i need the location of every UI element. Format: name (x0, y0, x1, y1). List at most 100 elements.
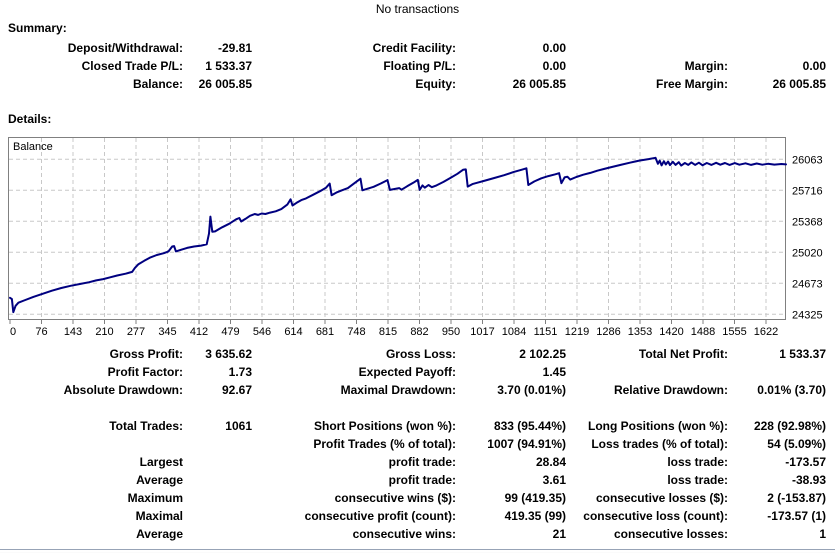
stat-label: Total Trades: (109, 419, 183, 433)
svg-text:345: 345 (158, 326, 176, 338)
stat-label: Expected Payoff: (358, 365, 456, 379)
stat-label: consecutive wins: (352, 527, 456, 541)
svg-text:210: 210 (95, 326, 113, 338)
svg-text:1353: 1353 (628, 326, 652, 338)
svg-text:26063: 26063 (792, 154, 823, 166)
stat-label: Maximal Drawdown: (340, 383, 456, 397)
stat-label: Margin: (684, 59, 728, 73)
stat-value: 1061 (225, 419, 252, 433)
svg-text:681: 681 (316, 326, 334, 338)
page-title: No transactions (375, 2, 460, 16)
svg-text:1286: 1286 (596, 326, 620, 338)
stat-value: 0.00 (802, 59, 826, 73)
svg-text:412: 412 (190, 326, 208, 338)
svg-text:1219: 1219 (565, 326, 589, 338)
stat-value: 3.70 (0.01%) (497, 383, 566, 397)
details-grid-main: Total Trades: 1061 Short Positions (won %)… (0, 417, 826, 543)
stat-value: 1.45 (542, 365, 566, 379)
stat-value (728, 363, 826, 381)
stat-label: Largest (139, 455, 183, 469)
stat-label: Loss trades (% of total): (591, 437, 728, 451)
stat-label: loss trade: (667, 473, 728, 487)
stat-label: profit trade: (388, 473, 456, 487)
stat-label: Long Positions (won %): (588, 419, 728, 433)
svg-text:1151: 1151 (534, 326, 558, 338)
svg-text:815: 815 (379, 326, 397, 338)
stat-label (0, 435, 183, 453)
svg-text:0: 0 (10, 326, 16, 338)
stat-label: Closed Trade P/L: (81, 59, 183, 73)
stat-value (183, 435, 252, 453)
stat-value: 26 005.85 (512, 77, 566, 91)
svg-text:1622: 1622 (754, 326, 778, 338)
svg-text:76: 76 (35, 326, 47, 338)
stat-value (728, 39, 826, 57)
stat-label: Floating P/L: (383, 59, 456, 73)
stat-value: 28.84 (535, 455, 566, 469)
stat-value: 21 (552, 527, 566, 541)
bottom-divider (0, 549, 835, 553)
stat-value (183, 453, 252, 471)
stat-label (566, 39, 728, 57)
stat-label: Equity: (415, 77, 456, 91)
svg-text:546: 546 (253, 326, 271, 338)
stat-value (183, 471, 252, 489)
stat-label: consecutive wins ($): (334, 491, 456, 505)
stat-value: 3 635.62 (205, 347, 252, 361)
svg-text:1555: 1555 (722, 326, 746, 338)
stat-label: Gross Loss: (385, 347, 456, 361)
svg-text:950: 950 (442, 326, 460, 338)
stat-value (183, 507, 252, 525)
stat-label: Absolute Drawdown: (63, 383, 183, 397)
stat-label: Total Net Profit: (638, 347, 728, 361)
stat-label: Average (136, 473, 183, 487)
stat-value: 99 (419.35) (504, 491, 566, 505)
stat-value: 92.67 (221, 383, 252, 397)
svg-text:24325: 24325 (792, 309, 823, 321)
stat-value: 1 533.37 (205, 59, 252, 73)
stat-value: -38.93 (791, 473, 826, 487)
svg-text:1084: 1084 (502, 326, 526, 338)
summary-grid: Deposit/Withdrawal: -29.81 Credit Facility… (0, 39, 826, 93)
stat-label: Short Positions (won %): (314, 419, 456, 433)
svg-text:882: 882 (410, 326, 428, 338)
stat-value: -173.57 (1) (767, 509, 826, 523)
stat-value: 833 (95.44%) (493, 419, 566, 433)
stat-label: Profit Trades (% of total): (313, 437, 456, 451)
stat-label: Relative Drawdown: (613, 383, 728, 397)
svg-text:25368: 25368 (792, 216, 823, 228)
stat-label: Deposit/Withdrawal: (67, 41, 183, 55)
stat-label: Average (136, 527, 183, 541)
stat-label: consecutive loss (count): (583, 509, 728, 523)
stat-value: -29.81 (217, 41, 252, 55)
svg-text:24673: 24673 (792, 278, 823, 290)
stat-value: 2 102.25 (519, 347, 566, 361)
stat-value: 0.00 (542, 59, 566, 73)
svg-text:748: 748 (347, 326, 365, 338)
svg-text:614: 614 (284, 326, 302, 338)
stat-value: 54 (5.09%) (767, 437, 826, 451)
svg-text:143: 143 (64, 326, 82, 338)
svg-text:1488: 1488 (691, 326, 715, 338)
stat-value: 0.00 (542, 41, 566, 55)
stat-value: 228 (92.98%) (753, 419, 826, 433)
stat-label: Free Margin: (655, 77, 728, 91)
stat-label: consecutive profit (count): (304, 509, 456, 523)
stat-value: 1.73 (228, 365, 252, 379)
stat-label: loss trade: (667, 455, 728, 469)
stat-value: 26 005.85 (772, 77, 826, 91)
svg-text:25716: 25716 (792, 185, 823, 197)
stat-label: consecutive losses: (613, 527, 728, 541)
stat-value: 26 005.85 (198, 77, 252, 91)
stat-label: profit trade: (388, 455, 456, 469)
balance-chart: 26063 25716 25368 25020 24673 24325 0 76 143 210 2… (8, 137, 835, 340)
svg-text:479: 479 (221, 326, 239, 338)
stat-label (566, 363, 728, 381)
svg-text:1420: 1420 (659, 326, 683, 338)
balance-chart-svg: 26063 25716 25368 25020 24673 24325 0 76 143 210 2… (8, 137, 823, 338)
details-heading: Details: (8, 112, 52, 126)
summary-heading: Summary: (8, 21, 67, 35)
stat-label: Maximum (127, 491, 183, 505)
svg-text:25020: 25020 (792, 247, 823, 259)
stat-value: 3.61 (542, 473, 566, 487)
